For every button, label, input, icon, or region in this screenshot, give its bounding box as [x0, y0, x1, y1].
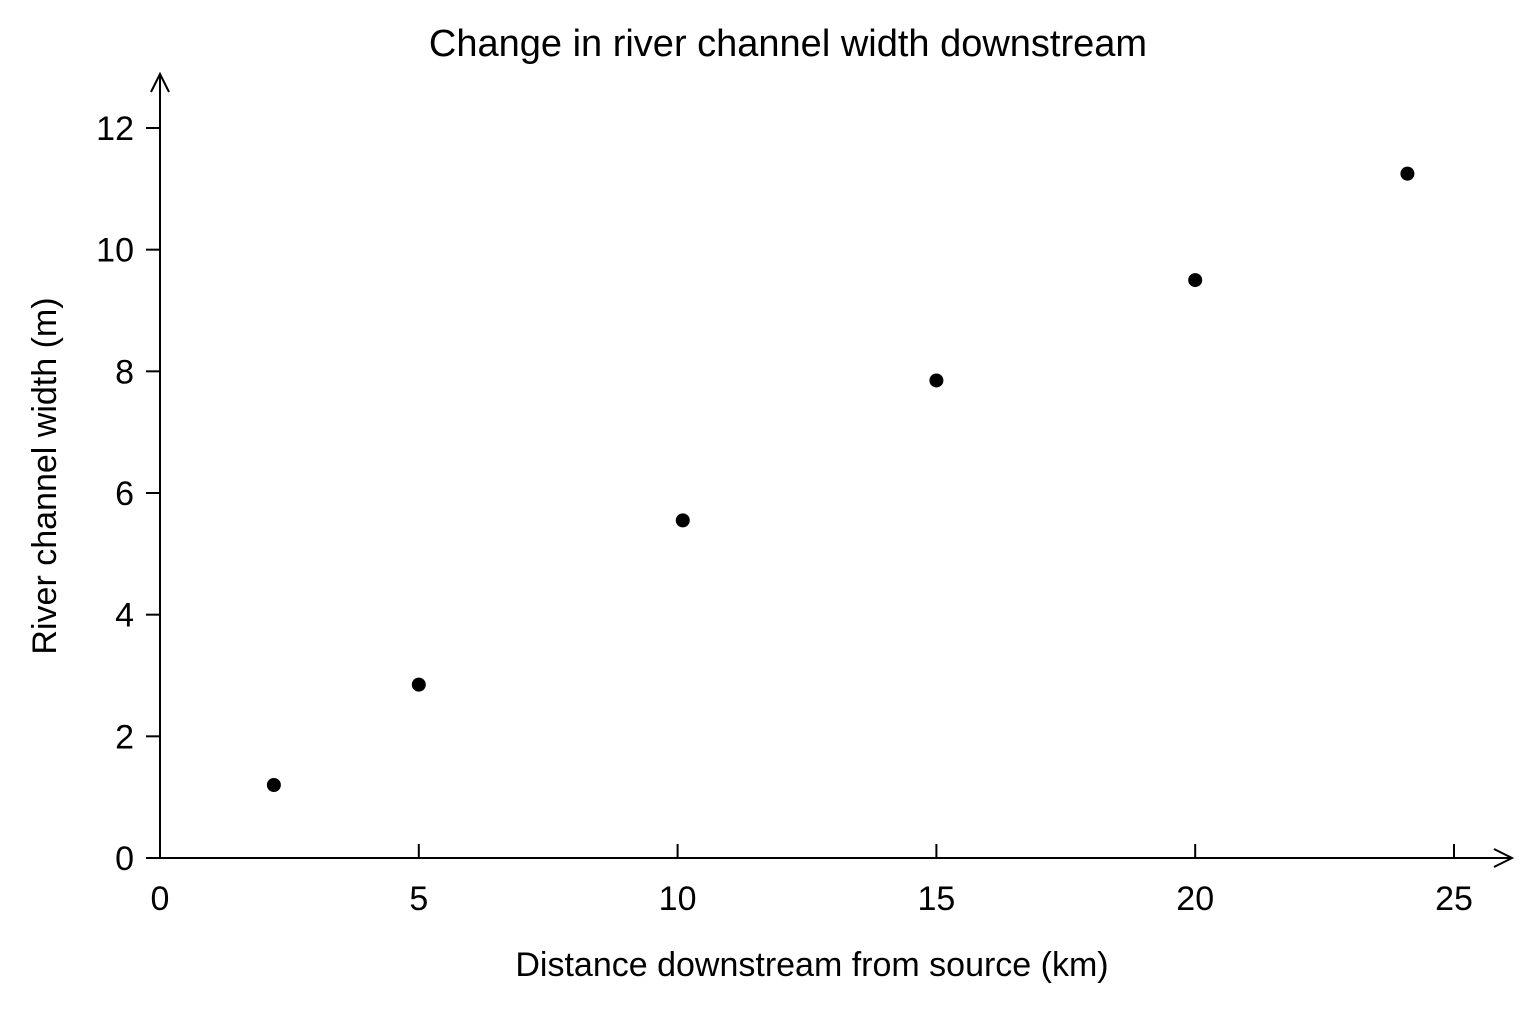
x-tick-label: 10: [659, 880, 697, 918]
y-tick-label: 8: [115, 353, 134, 391]
y-axis-arrowhead: [150, 71, 170, 93]
y-tick-label: 12: [96, 110, 134, 148]
chart-title: Change in river channel width downstream: [429, 23, 1147, 65]
x-axis-arrowhead: [1493, 848, 1515, 868]
x-tick-label: 0: [151, 880, 170, 918]
y-tick-label: 6: [115, 475, 134, 513]
data-points: [266, 166, 1415, 792]
data-point: [266, 778, 281, 792]
y-axis-ticks: 0 2 4 6 8 10 12: [96, 110, 160, 878]
y-tick-label: 10: [96, 232, 134, 270]
x-axis-ticks: 0 5 10 15 20 25: [151, 844, 1473, 918]
y-tick-label: 0: [115, 840, 134, 878]
y-axis-label: River channel width (m): [26, 297, 64, 654]
x-tick-label: 5: [409, 880, 428, 918]
data-point: [1400, 166, 1415, 181]
x-tick-label: 15: [917, 880, 955, 918]
x-axis-label: Distance downstream from source (km): [515, 946, 1108, 984]
x-tick-label: 20: [1176, 880, 1214, 918]
data-point: [675, 513, 690, 528]
axes: [150, 71, 1515, 868]
data-point: [929, 373, 944, 388]
y-tick-label: 4: [115, 597, 134, 635]
data-point: [411, 677, 426, 692]
x-tick-label: 25: [1435, 880, 1473, 918]
y-tick-label: 2: [115, 718, 134, 756]
data-point: [1188, 273, 1203, 288]
